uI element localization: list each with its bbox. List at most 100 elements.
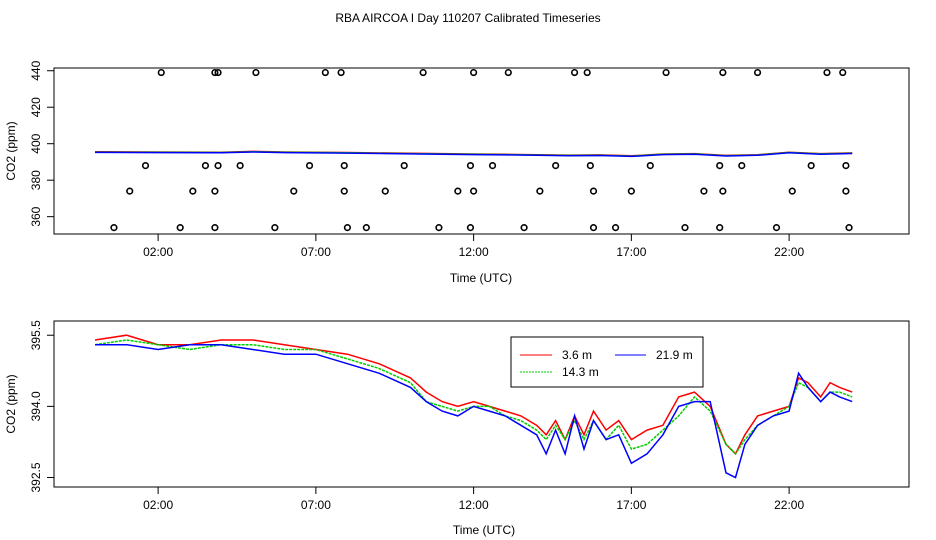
legend-label-21-9m: 21.9 m	[656, 348, 693, 362]
x-tick-label: 12:00	[459, 498, 489, 512]
x-axis-top: 02:00 07:00 12:00 17:00 22:00	[143, 234, 804, 259]
panel-top: 02:00 07:00 12:00 17:00 22:00 360 380 400 420 44…	[4, 60, 910, 285]
y-tick-label: 420	[29, 97, 43, 117]
data-point	[839, 68, 847, 77]
data-point	[211, 224, 219, 232]
plot-frame-top	[53, 67, 910, 235]
data-point	[290, 187, 298, 195]
data-point	[110, 224, 118, 232]
data-point	[772, 224, 781, 232]
series-lines-top	[94, 150, 853, 158]
y-tick-label: 360	[29, 206, 43, 226]
legend-label-3-6m: 3.6 m	[562, 348, 592, 362]
x-tick-label: 02:00	[143, 498, 173, 512]
data-point	[126, 187, 134, 195]
series-line-21-9-m	[95, 343, 853, 479]
legend-box	[510, 336, 704, 388]
x-tick-label: 17:00	[616, 498, 646, 512]
plot-frame-bottom	[53, 320, 910, 488]
data-point	[788, 187, 796, 195]
x-tick-label: 12:00	[459, 245, 489, 259]
x-axis-label-bottom: Time (UTC)	[453, 523, 515, 537]
x-tick-label: 22:00	[774, 498, 804, 512]
y-tick-label: 394.0	[29, 391, 43, 421]
scatter-points-top	[110, 68, 853, 232]
data-point	[362, 224, 370, 232]
data-point	[488, 161, 497, 170]
data-point	[435, 224, 443, 232]
x-tick-label: 07:00	[301, 498, 331, 512]
x-axis-label-top: Time (UTC)	[450, 271, 512, 285]
data-point	[340, 187, 348, 195]
data-point	[627, 187, 635, 195]
data-point	[201, 161, 210, 170]
data-point	[470, 68, 478, 77]
data-point	[611, 224, 620, 232]
data-point	[466, 161, 475, 170]
data-point	[337, 68, 345, 77]
y-tick-label: 395.5	[29, 320, 43, 350]
data-point	[176, 224, 184, 232]
data-point	[842, 161, 850, 170]
series-line-3-6-m	[94, 334, 853, 456]
data-point	[470, 187, 478, 195]
x-tick-label: 22:00	[774, 245, 804, 259]
data-point	[646, 161, 654, 170]
data-point	[842, 187, 850, 195]
data-point	[738, 161, 746, 170]
x-axis-bottom: 02:00 07:00 12:00 17:00 22:00	[143, 487, 804, 512]
data-point	[586, 161, 594, 170]
data-point	[520, 224, 528, 232]
data-point	[466, 224, 475, 232]
data-point	[189, 187, 197, 195]
data-point	[823, 68, 831, 77]
data-point	[343, 224, 352, 232]
data-point	[214, 161, 222, 170]
legend: 3.6 m 21.9 m 14.3 m	[510, 336, 704, 388]
data-point	[454, 187, 462, 195]
data-point	[419, 68, 427, 77]
figure-title: RBA AIRCOA I Day 110207 Calibrated Times…	[335, 11, 600, 25]
x-tick-label: 02:00	[143, 245, 173, 259]
data-point	[583, 68, 591, 77]
level-line-2	[94, 151, 853, 158]
legend-label-14-3m: 14.3 m	[562, 365, 599, 379]
data-point	[719, 187, 727, 195]
data-point	[845, 224, 853, 232]
data-point	[662, 68, 670, 77]
data-point	[589, 224, 598, 232]
x-tick-label: 17:00	[616, 245, 646, 259]
data-point	[340, 161, 348, 170]
data-point	[716, 161, 724, 170]
data-point	[552, 161, 560, 170]
y-axis-top: 360 380 400 420 440	[29, 60, 54, 227]
data-point	[211, 68, 219, 77]
data-point	[570, 68, 579, 77]
data-point	[381, 187, 389, 195]
y-tick-label: 380	[29, 170, 43, 190]
data-point	[753, 68, 762, 77]
data-point	[211, 187, 219, 195]
y-tick-label: 392.5	[29, 462, 43, 492]
x-tick-label: 07:00	[301, 245, 331, 259]
y-axis-bottom: 392.5 394.0 395.5	[29, 320, 54, 493]
y-tick-label: 440	[29, 60, 43, 80]
data-point	[504, 68, 512, 77]
data-point	[271, 224, 279, 232]
data-point	[681, 224, 689, 232]
data-point	[321, 68, 329, 77]
data-point	[252, 68, 260, 77]
data-point	[141, 161, 150, 170]
series-line-14-3-m	[94, 339, 853, 455]
data-point	[716, 224, 724, 232]
data-point	[807, 161, 815, 170]
data-point	[700, 187, 708, 195]
data-point	[157, 68, 165, 77]
y-axis-label-bottom: CO2 (ppm)	[4, 374, 18, 433]
series-lines-bottom	[94, 334, 853, 479]
data-point	[305, 161, 314, 170]
panel-bottom: 02:00 07:00 12:00 17:00 22:00 392.5 394.0 395.…	[4, 320, 910, 537]
data-point	[589, 187, 598, 195]
data-point	[214, 68, 222, 77]
